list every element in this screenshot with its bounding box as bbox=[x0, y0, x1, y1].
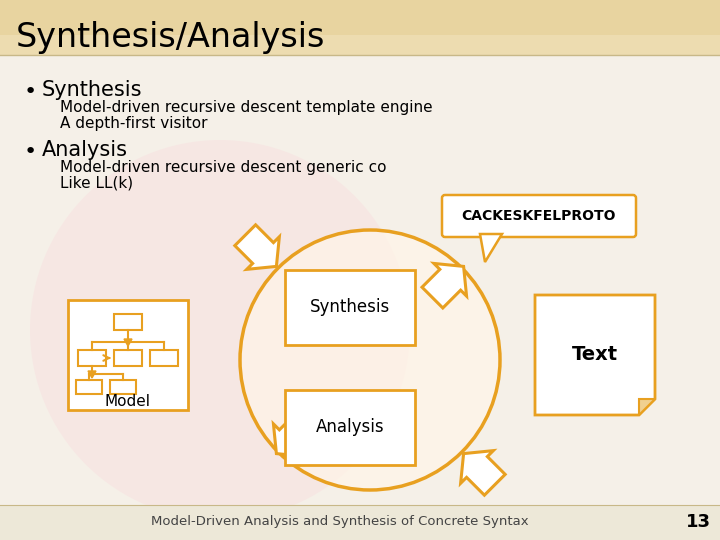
Polygon shape bbox=[422, 264, 467, 308]
FancyBboxPatch shape bbox=[76, 380, 102, 394]
Polygon shape bbox=[88, 371, 96, 378]
Text: Model-driven recursive descent generic co: Model-driven recursive descent generic c… bbox=[60, 160, 387, 175]
FancyBboxPatch shape bbox=[0, 505, 720, 540]
Text: Model-driven recursive descent template engine: Model-driven recursive descent template … bbox=[60, 100, 433, 115]
Polygon shape bbox=[124, 339, 132, 346]
FancyBboxPatch shape bbox=[285, 270, 415, 345]
Text: Model: Model bbox=[105, 395, 151, 409]
Text: Analysis: Analysis bbox=[315, 418, 384, 436]
FancyBboxPatch shape bbox=[114, 314, 142, 330]
FancyBboxPatch shape bbox=[110, 380, 136, 394]
Text: A depth-first visitor: A depth-first visitor bbox=[60, 116, 207, 131]
FancyBboxPatch shape bbox=[285, 390, 415, 465]
Text: Text: Text bbox=[572, 346, 618, 365]
Text: Synthesis: Synthesis bbox=[310, 299, 390, 316]
Polygon shape bbox=[274, 412, 318, 456]
Text: Synthesis: Synthesis bbox=[42, 80, 143, 100]
FancyBboxPatch shape bbox=[114, 350, 142, 366]
Polygon shape bbox=[461, 451, 505, 495]
Ellipse shape bbox=[30, 140, 410, 520]
Text: Model-Driven Analysis and Synthesis of Concrete Syntax: Model-Driven Analysis and Synthesis of C… bbox=[151, 516, 528, 529]
FancyBboxPatch shape bbox=[78, 350, 106, 366]
Text: •: • bbox=[24, 82, 37, 102]
Text: Like LL(k): Like LL(k) bbox=[60, 176, 133, 191]
Polygon shape bbox=[480, 234, 502, 262]
Text: Synthesis/Analysis: Synthesis/Analysis bbox=[16, 22, 325, 55]
Text: 13: 13 bbox=[685, 513, 711, 531]
FancyBboxPatch shape bbox=[0, 0, 720, 55]
Polygon shape bbox=[639, 399, 655, 415]
FancyBboxPatch shape bbox=[0, 35, 720, 55]
Text: CACKESKFELPROTO: CACKESKFELPROTO bbox=[462, 209, 616, 223]
FancyBboxPatch shape bbox=[68, 300, 188, 410]
Text: Analysis: Analysis bbox=[42, 140, 128, 160]
Polygon shape bbox=[235, 225, 279, 269]
FancyBboxPatch shape bbox=[442, 195, 636, 237]
Circle shape bbox=[240, 230, 500, 490]
Polygon shape bbox=[535, 295, 655, 415]
Text: •: • bbox=[24, 142, 37, 162]
FancyBboxPatch shape bbox=[150, 350, 178, 366]
